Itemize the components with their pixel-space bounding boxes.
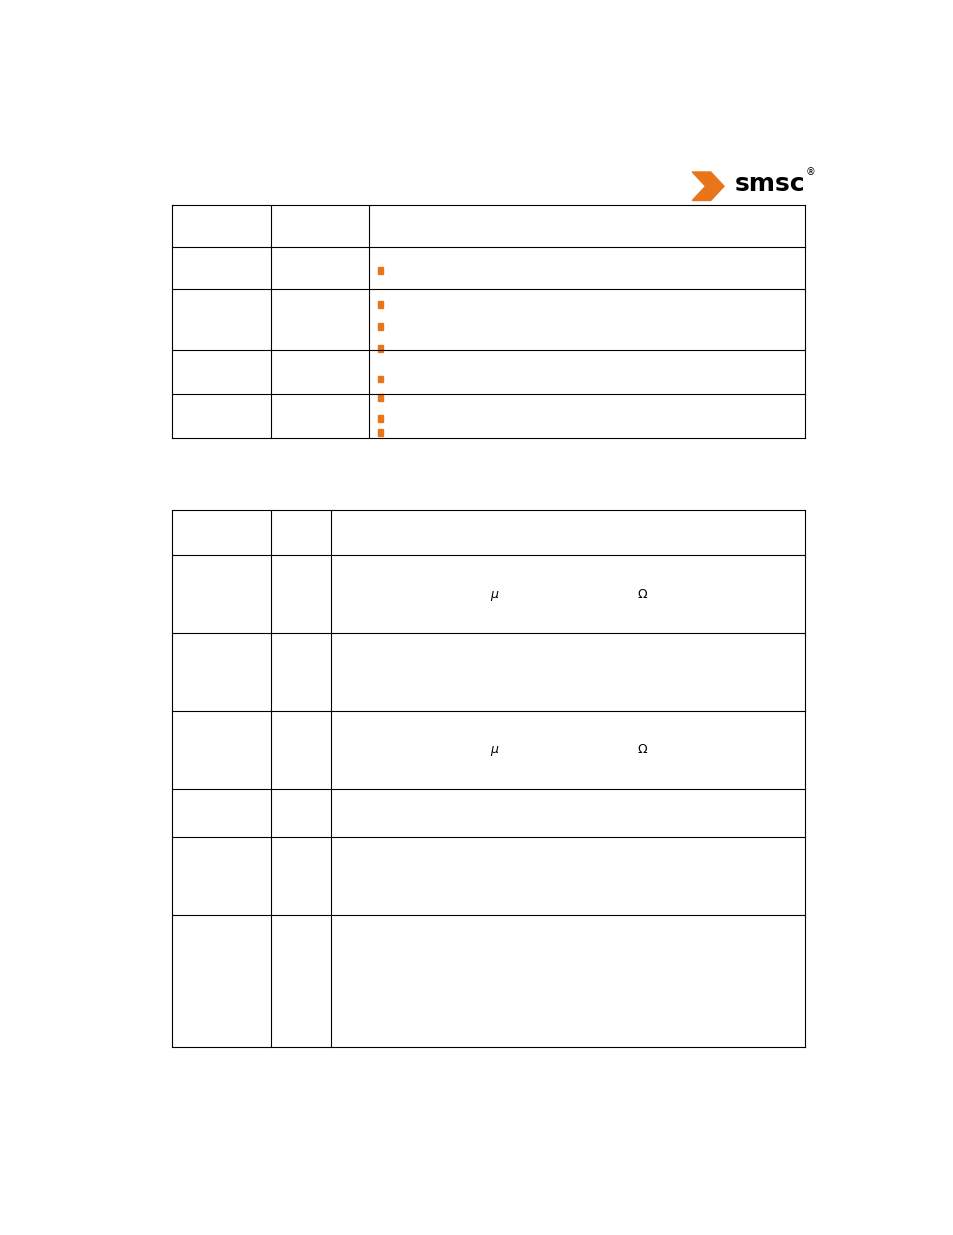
Bar xyxy=(378,429,383,436)
Bar xyxy=(378,324,383,330)
Bar xyxy=(378,267,383,274)
Bar xyxy=(378,301,383,308)
Text: μ: μ xyxy=(490,588,497,600)
Text: smsc: smsc xyxy=(734,173,804,196)
Bar xyxy=(378,375,383,382)
Text: Ω: Ω xyxy=(637,743,646,757)
Text: Ω: Ω xyxy=(637,588,646,600)
Bar xyxy=(378,415,383,422)
Bar xyxy=(378,394,383,401)
Text: μ: μ xyxy=(490,743,497,757)
Polygon shape xyxy=(692,172,723,200)
Bar xyxy=(378,346,383,352)
Text: ®: ® xyxy=(805,167,815,177)
